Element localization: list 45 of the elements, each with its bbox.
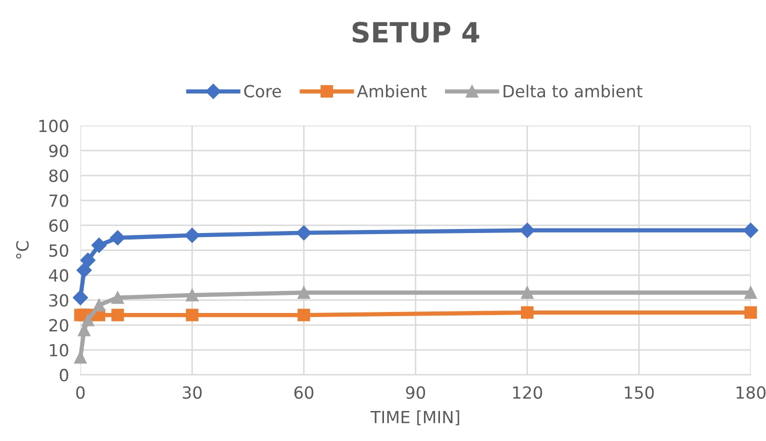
point: [521, 306, 534, 319]
point: [744, 306, 757, 319]
y-tick-label: 40: [48, 269, 68, 282]
legend-label: Delta to ambient: [504, 84, 642, 98]
point: [76, 262, 92, 278]
point: [111, 291, 124, 304]
point: [744, 286, 757, 299]
y-tick-label: 0: [60, 368, 68, 382]
legend-label: Core: [244, 84, 281, 98]
point: [82, 314, 94, 326]
point: [298, 308, 310, 322]
x-tick-label: 30: [182, 386, 202, 399]
x-tick-label: 150: [624, 386, 654, 399]
point: [186, 288, 198, 302]
x-tick-label: 120: [513, 386, 542, 399]
y-tick-label: 50: [49, 244, 68, 257]
x-tick-label: 180: [736, 386, 766, 399]
point: [520, 222, 535, 238]
y-tick-label: 10: [50, 344, 68, 357]
legend-label: Ambient: [356, 84, 427, 98]
x-axis-title: TIME [MIN]: [370, 410, 460, 426]
point: [111, 308, 124, 322]
x-tick-label: 90: [406, 386, 426, 399]
point: [186, 308, 198, 322]
point: [91, 238, 107, 253]
x-tick-label: 60: [294, 386, 314, 399]
y-tick-label: 90: [49, 144, 68, 158]
chart-title: SETUP 4: [352, 22, 480, 43]
point: [521, 286, 534, 299]
point: [298, 286, 310, 299]
y-tick-label: 80: [49, 169, 68, 182]
point: [184, 228, 200, 243]
point: [110, 230, 126, 246]
y-tick-label: 20: [49, 318, 68, 332]
point: [92, 298, 106, 312]
x-tick-label: 0: [76, 386, 85, 399]
point: [743, 222, 758, 238]
point: [80, 252, 96, 268]
y-tick-label: 70: [49, 194, 68, 208]
point: [296, 225, 312, 240]
y-tick-label: 60: [49, 219, 68, 232]
y-tick-label: 30: [49, 294, 68, 307]
point: [72, 290, 88, 306]
y-tick-label: 100: [39, 120, 68, 132]
y-axis-title: °C: [16, 241, 29, 259]
